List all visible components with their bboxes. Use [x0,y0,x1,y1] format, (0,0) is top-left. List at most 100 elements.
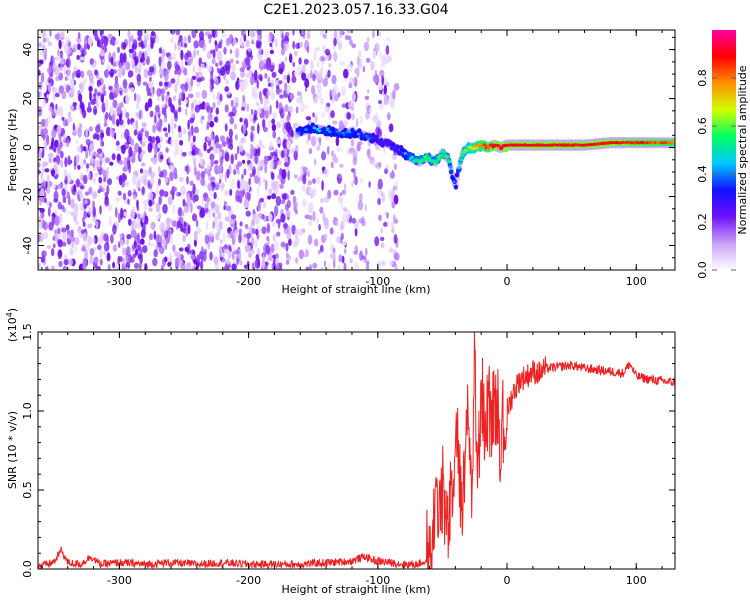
noise-blob [114,81,119,90]
noise-blob [330,150,335,157]
noise-blob [283,223,289,228]
noise-blob [377,197,381,206]
noise-blob [45,265,49,270]
noise-blob [190,108,195,118]
noise-blob [332,120,338,125]
noise-blob [283,133,288,138]
noise-blob [164,230,168,239]
noise-blob [161,49,166,57]
noise-blob [380,260,386,267]
signal-core [449,169,454,175]
noise-blob [333,157,339,164]
noise-blob [292,195,297,204]
noise-blob [267,119,273,128]
noise-blob [125,112,130,119]
noise-blob [101,102,106,113]
noise-blob [126,237,129,246]
noise-blob [38,124,43,131]
noise-blob [368,107,372,114]
noise-blob [207,112,213,122]
noise-blob [257,161,261,172]
noise-blob [64,42,69,54]
noise-blob [234,101,239,108]
noise-blob [384,211,387,216]
noise-blob [143,135,147,145]
noise-blob [212,101,216,109]
colorbar-tick-label: 0.0 [696,261,709,279]
noise-blob [183,35,187,43]
noise-blob [272,220,276,228]
noise-blob [376,260,382,270]
noise-blob [170,125,174,136]
noise-blob [137,36,142,41]
noise-blob [174,69,178,75]
noise-blob [106,167,109,178]
noise-blob [380,242,385,249]
noise-blob [177,106,182,113]
noise-blob [127,118,130,125]
noise-blob [66,59,70,66]
snr-y-multiplier: (x104) [5,308,19,342]
noise-blob [217,44,223,49]
noise-blob [88,126,94,132]
noise-blob [389,171,395,179]
noise-blob [171,203,176,215]
noise-blob [256,186,260,196]
noise-blob [136,93,141,104]
noise-blob [374,70,378,76]
noise-blob [290,189,295,196]
noise-blob [63,132,66,142]
noise-blob [242,94,246,103]
noise-blob [107,264,111,270]
noise-blob [209,230,214,237]
noise-blob [169,164,175,172]
noise-blob [48,157,52,163]
noise-blob [375,144,380,151]
noise-blob [235,134,238,141]
noise-blob [206,210,213,219]
noise-blob [182,128,187,135]
noise-blob [280,48,286,56]
noise-blob [276,160,282,165]
noise-blob [72,102,78,107]
noise-blob [144,130,149,138]
noise-blob [213,256,219,265]
noise-blob [211,30,216,38]
noise-blob [67,48,71,55]
noise-blob [211,58,216,65]
noise-blob [101,181,106,192]
noise-blob [116,145,122,152]
noise-blob [276,139,282,144]
noise-blob [378,31,381,37]
noise-blob [265,155,269,163]
noise-blob [144,102,149,112]
noise-blob [87,101,91,112]
noise-blob [161,93,165,102]
noise-blob [172,109,178,115]
noise-blob [304,252,307,258]
noise-blob [189,117,194,124]
noise-blob [241,106,245,111]
noise-blob [90,99,96,105]
noise-blob [313,187,316,193]
noise-blob [174,42,177,51]
noise-blob [99,205,102,215]
noise-blob [266,222,271,234]
noise-blob [155,202,161,213]
noise-blob [183,221,187,228]
noise-blob [253,76,258,84]
noise-blob [65,84,70,94]
noise-blob [136,199,139,209]
noise-blob [154,146,158,157]
noise-blob [79,82,83,90]
noise-blob [155,34,159,44]
noise-blob [150,221,156,230]
noise-blob [192,64,196,73]
noise-blob [58,260,63,268]
noise-blob [204,234,209,245]
noise-blob [374,236,380,247]
noise-blob [393,194,399,205]
noise-blob [66,118,71,124]
noise-blob [260,76,263,82]
noise-blob [257,147,261,157]
